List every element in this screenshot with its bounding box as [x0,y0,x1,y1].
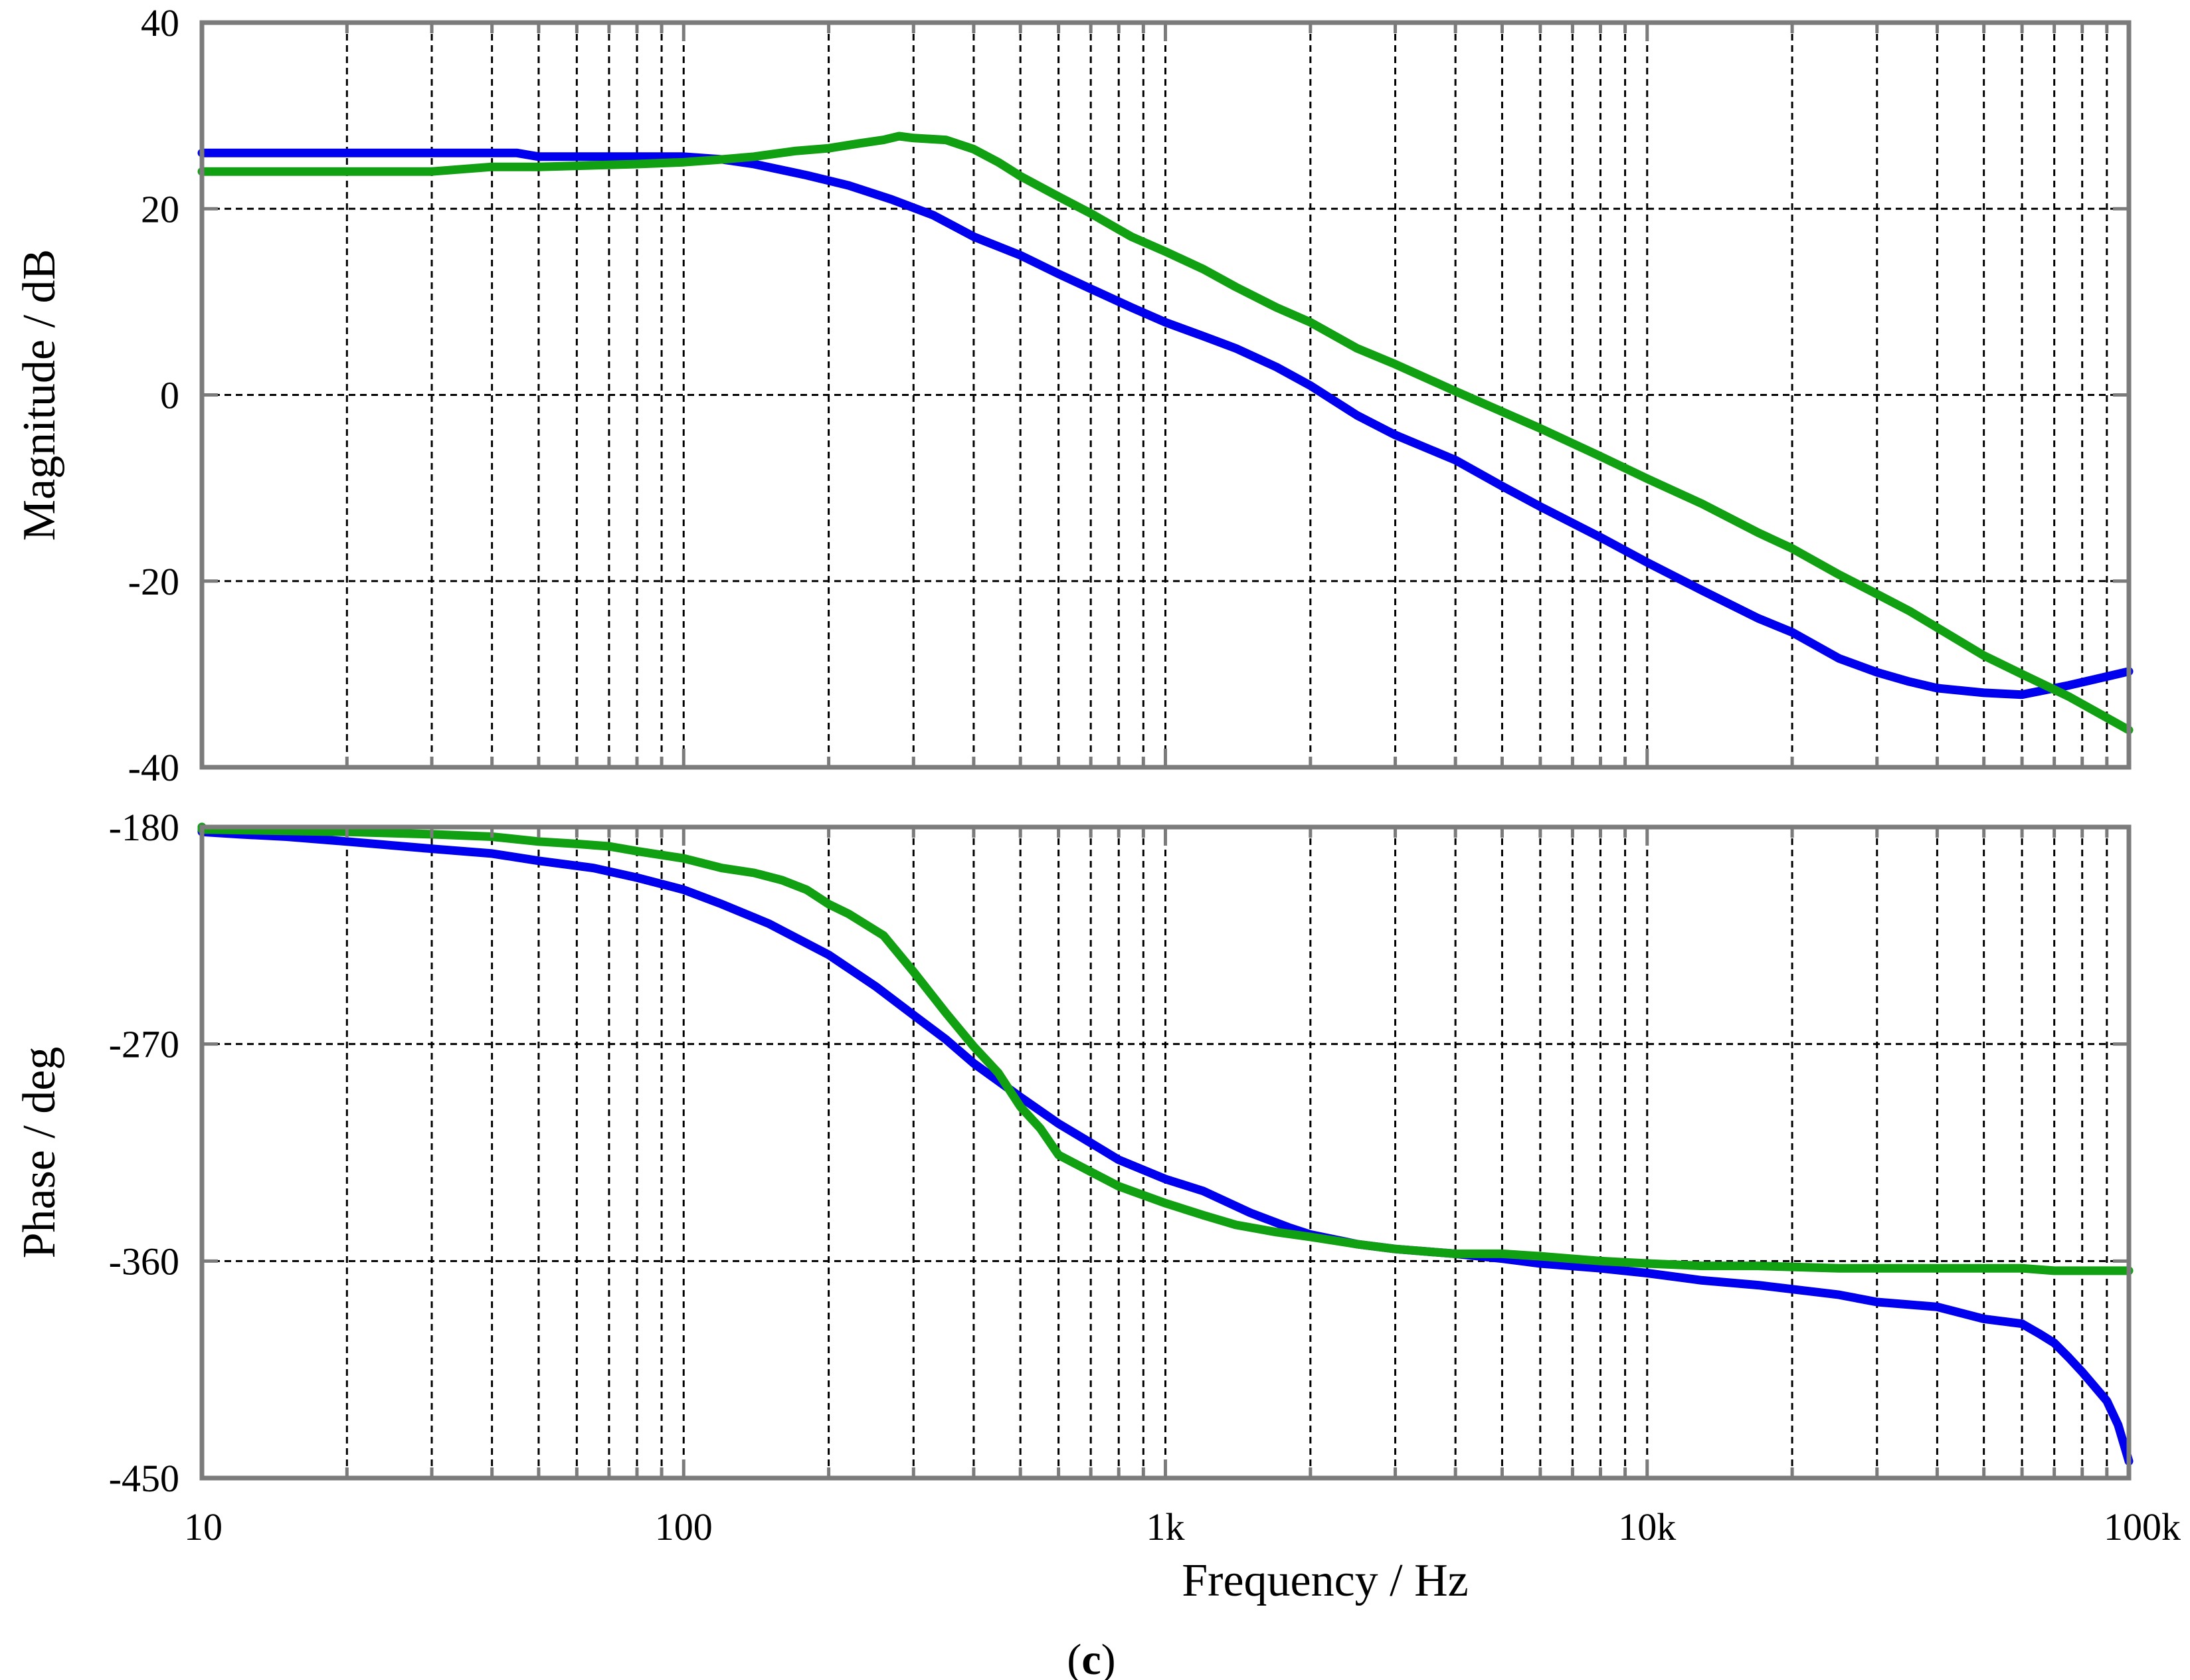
phase-y-tick-labels: -180 -270 -360 -450 [109,806,179,1500]
y-tick-label: -360 [109,1240,179,1283]
figure-caption: (c) [1067,1635,1115,1680]
magnitude-y-axis-label: Magnitude / dB [14,249,65,541]
phase-axes-frame [199,824,2132,1481]
caption-letter: c [1081,1635,1101,1680]
x-tick-label: 1k [1146,1505,1185,1548]
y-tick-label: -20 [128,560,179,603]
x-tick-label: 10 [184,1505,223,1548]
magnitude-series-group [197,132,2134,735]
x-tick-label: 100k [2104,1505,2181,1548]
phase-series-group [197,822,2134,1466]
series-line-green [197,822,2134,1275]
phase-y-axis-label: Phase / deg [14,1047,65,1259]
y-tick-label: -40 [128,746,179,789]
y-tick-label: 0 [160,374,179,417]
y-tick-label: -450 [109,1457,179,1500]
series-line-green [197,132,2134,735]
x-tick-label: 100 [655,1505,713,1548]
frequency-x-tick-labels: 10 100 1k 10k 100k [184,1505,2181,1548]
series-line-blue [197,822,2134,1466]
magnitude-grid [202,23,2129,767]
caption-open-paren: ( [1067,1635,1081,1680]
frequency-x-axis-label: Frequency / Hz [1182,1555,1469,1606]
magnitude-panel: 40 20 0 -20 -40 Magnitude / dB [14,1,2134,789]
y-tick-label: -180 [109,806,179,849]
y-tick-label: -270 [109,1023,179,1066]
y-tick-label: 40 [141,1,179,45]
y-tick-label: 20 [141,187,179,231]
magnitude-axes-frame [199,20,2132,770]
phase-grid [202,827,2129,1478]
magnitude-y-tick-labels: 40 20 0 -20 -40 [128,1,179,789]
caption-close-paren: ) [1101,1635,1116,1680]
x-tick-label: 10k [1618,1505,1676,1548]
phase-panel: -180 -270 -360 -450 10 100 1k 10k 100k Phase / … [14,806,2181,1548]
